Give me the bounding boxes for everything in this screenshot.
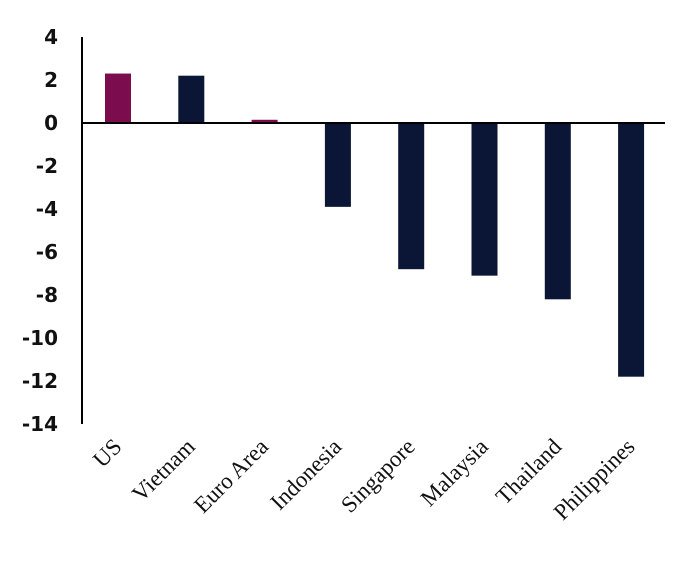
y-tick-label: 0 <box>44 111 58 135</box>
x-category-label: Thailand <box>491 434 567 510</box>
y-tick-label: 4 <box>44 25 58 49</box>
bars-group <box>105 73 645 377</box>
x-category-label: Indonesia <box>266 434 347 515</box>
y-tick-label: -12 <box>22 369 58 393</box>
bar-vietnam <box>178 75 205 123</box>
y-tick-label: 2 <box>44 68 58 92</box>
bar-thailand <box>544 123 571 300</box>
bar-indonesia <box>324 123 351 207</box>
x-category-label: US <box>88 434 126 472</box>
x-category-label: Philippines <box>549 434 640 525</box>
x-category-label: Euro Area <box>189 434 273 518</box>
y-tick-label: -6 <box>36 240 58 264</box>
y-tick-label: -14 <box>22 412 58 436</box>
bar-singapore <box>398 123 425 270</box>
axes-group <box>81 37 665 424</box>
bar-philippines <box>618 123 645 377</box>
bar-malaysia <box>471 123 498 276</box>
bar-euro-area <box>251 119 278 123</box>
bar-us <box>105 73 131 123</box>
y-tick-label: -10 <box>22 326 58 350</box>
x-category-label: Singapore <box>336 434 420 518</box>
x-category-label: Malaysia <box>416 434 493 511</box>
x-category-label: Vietnam <box>127 434 200 507</box>
y-tick-label: -2 <box>36 154 58 178</box>
y-tick-label: -8 <box>36 283 58 307</box>
y-tick-labels: 4 2 0 -2 -4 -6 -8 -10 -12 -14 <box>22 25 58 436</box>
y-tick-label: -4 <box>36 197 58 221</box>
